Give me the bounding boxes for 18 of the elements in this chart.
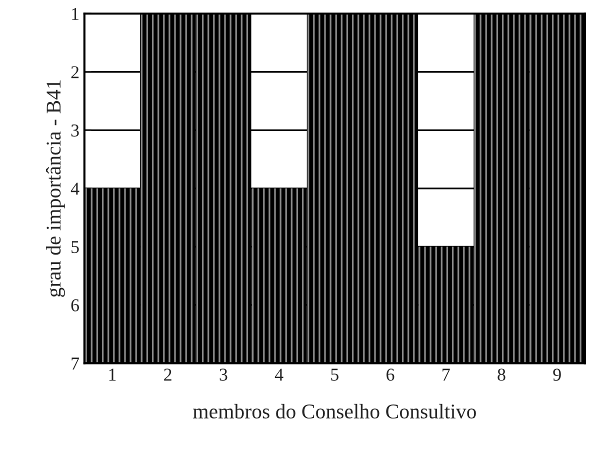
x-tick-label: 7 bbox=[442, 368, 450, 381]
x-tick-label: 5 bbox=[331, 368, 338, 381]
x-tick-label: 3 bbox=[220, 368, 228, 381]
y-tick-label: 7 bbox=[72, 358, 80, 370]
x-axis-title: membros do Conselho Consultivo bbox=[193, 404, 476, 419]
y-tick-label: 5 bbox=[72, 241, 79, 254]
x-tick-label: 4 bbox=[274, 368, 284, 381]
x-tick-label: 6 bbox=[386, 368, 394, 381]
y-tick-label: 4 bbox=[70, 182, 80, 195]
x-tick-label: 2 bbox=[164, 368, 172, 381]
x-tick-label: 8 bbox=[498, 368, 506, 381]
x-tick-label: 9 bbox=[553, 368, 561, 381]
y-tick-label: 6 bbox=[71, 299, 80, 312]
y-tick-label: 3 bbox=[71, 124, 79, 137]
y-tick-label: 2 bbox=[71, 66, 79, 78]
y-tick-label: 1 bbox=[72, 8, 78, 20]
y-axis-title: grau de importância - B41 bbox=[46, 80, 65, 297]
x-tick-label: 1 bbox=[109, 368, 116, 381]
